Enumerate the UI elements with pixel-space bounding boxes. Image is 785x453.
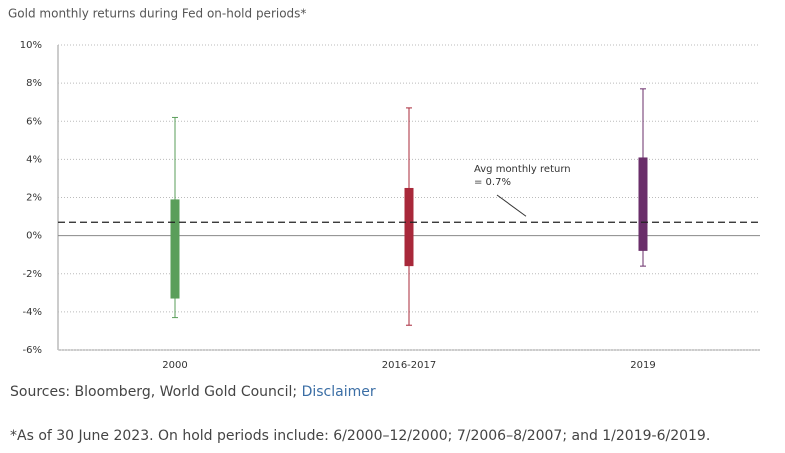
box [404, 187, 414, 267]
y-tick-label: 10% [20, 40, 42, 51]
annotation: = 0.7% [474, 177, 511, 188]
y-tick-label: 2% [26, 193, 42, 204]
chart-title: Gold monthly returns during Fed on-hold … [8, 7, 306, 21]
x-tick-label: 2016-2017 [382, 360, 437, 370]
box [170, 199, 180, 299]
box [638, 157, 648, 251]
y-tick-label: -6% [23, 345, 42, 356]
x-tick-label: 2019 [630, 360, 655, 370]
source-text: Sources: Bloomberg, World Gold Council; [10, 384, 298, 400]
y-tick-label: 8% [26, 78, 42, 89]
footnote: *As of 30 June 2023. On hold periods inc… [10, 428, 711, 444]
annotation-pointer [496, 194, 527, 217]
disclaimer-link[interactable]: Disclaimer [301, 384, 376, 400]
chart: Gold monthly returns during Fed on-hold … [8, 7, 760, 371]
x-tick-label: 2000 [162, 360, 187, 370]
y-tick-label: 6% [26, 116, 42, 127]
y-tick-label: 0% [26, 231, 42, 242]
y-tick-label: -2% [23, 269, 42, 280]
y-tick-label: 4% [26, 154, 42, 165]
sources: Sources: Bloomberg, World Gold Council; … [10, 384, 376, 400]
annotation: Avg monthly return [474, 164, 571, 175]
y-tick-label: -4% [23, 307, 42, 318]
